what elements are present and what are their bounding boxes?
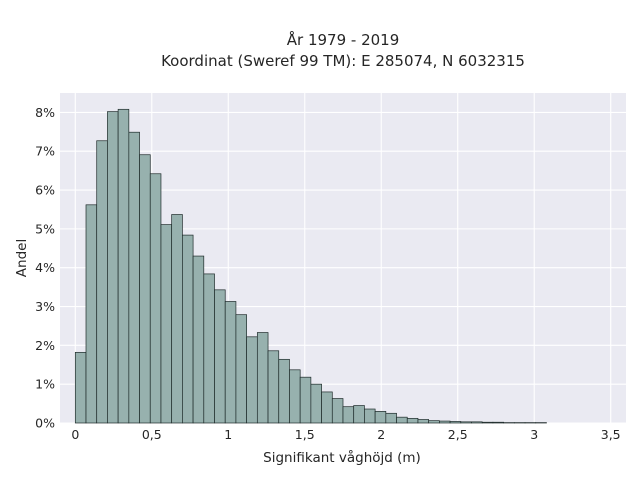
y-axis-label: Andel — [14, 239, 30, 277]
histogram-bar — [267, 350, 280, 424]
x-tick-label: 1 — [224, 427, 232, 442]
x-tick-label: 2 — [377, 427, 385, 442]
x-axis-ticks: 0 0,5 1 1,5 2 2,5 3 3,5 — [71, 427, 620, 442]
histogram-bar — [342, 406, 355, 424]
histogram-bar — [85, 204, 98, 424]
histogram-bar — [278, 358, 290, 424]
x-tick-label: 1,5 — [295, 427, 315, 442]
histogram-bar — [182, 234, 194, 424]
histogram-bar — [417, 419, 430, 424]
histogram-bar — [246, 336, 258, 424]
histogram-bar — [385, 412, 397, 424]
x-tick-label: 0 — [71, 427, 79, 442]
x-axis-label: Signifikant våghöjd (m) — [263, 449, 421, 466]
x-tick-label: 2,5 — [448, 427, 468, 442]
histogram-bar — [289, 369, 301, 424]
histogram-bar — [74, 351, 87, 424]
histogram-bar — [331, 398, 344, 424]
histogram-bar — [256, 332, 269, 424]
y-tick-label: 4% — [35, 260, 55, 275]
histogram-bar — [406, 417, 419, 424]
x-tick-label: 0,5 — [142, 427, 162, 442]
chart-title: År 1979 - 2019 — [287, 30, 400, 49]
histogram-bar — [160, 224, 173, 424]
bars — [74, 108, 547, 424]
histogram-bar — [192, 255, 205, 424]
histogram-bar — [235, 314, 247, 424]
histogram-bar — [374, 411, 387, 424]
histogram-bar — [439, 420, 451, 424]
histogram-bar — [364, 408, 376, 424]
histogram-bar — [492, 421, 504, 424]
x-tick-label: 3 — [530, 427, 538, 442]
chart-subtitle: Koordinat (Sweref 99 TM): E 285074, N 60… — [161, 52, 525, 70]
histogram-bar — [117, 108, 130, 424]
histogram-bar — [353, 405, 365, 424]
histogram-bar — [214, 289, 226, 424]
histogram-bar — [460, 421, 472, 424]
y-tick-label: 7% — [35, 144, 55, 159]
histogram-bar — [481, 421, 494, 424]
histogram-bar — [224, 301, 237, 424]
histogram-bar — [149, 173, 162, 424]
x-tick-label: 3,5 — [601, 427, 621, 442]
y-tick-label: 8% — [35, 105, 55, 120]
histogram-bar — [299, 376, 312, 424]
histogram-bar — [107, 111, 119, 424]
histogram-bar — [128, 131, 140, 424]
histogram-bar — [96, 140, 108, 424]
histogram-bar — [396, 416, 408, 424]
y-tick-label: 2% — [35, 338, 55, 353]
y-axis-ticks: 0% 1% 2% 3% 4% 5% 6% 7% 8% — [35, 105, 55, 431]
y-tick-label: 3% — [35, 299, 55, 314]
y-tick-label: 5% — [35, 221, 55, 236]
histogram-bar — [203, 273, 215, 424]
histogram-bar — [321, 391, 333, 424]
histogram-bar — [171, 214, 183, 424]
histogram-bar — [428, 420, 440, 424]
y-tick-label: 1% — [35, 377, 55, 392]
histogram-bar — [471, 421, 483, 424]
histogram-bar — [449, 421, 462, 424]
y-tick-label: 6% — [35, 183, 55, 198]
histogram-bar — [139, 154, 151, 424]
y-tick-label: 0% — [35, 416, 55, 431]
histogram-bar — [310, 383, 322, 424]
